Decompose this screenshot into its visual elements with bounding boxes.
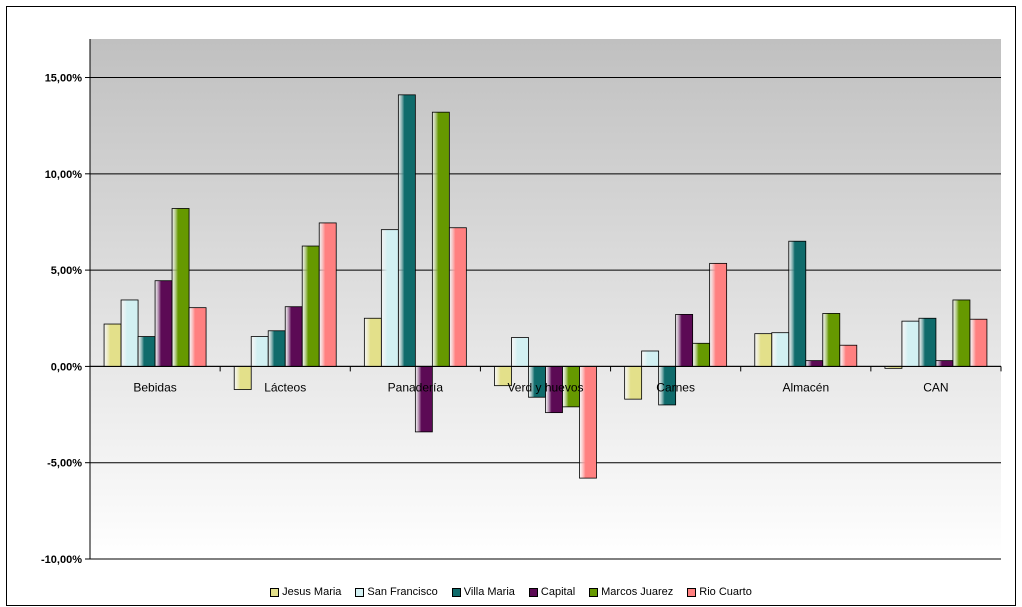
bar [301,245,320,367]
bar [154,280,173,367]
legend-item: Villa Maria [451,586,515,598]
bar [414,366,433,433]
bar [935,360,954,367]
y-tick-label: 5,00% [51,265,82,277]
bar [103,323,122,367]
bar [188,307,207,367]
legend-item: Rio Cuarto [687,586,752,598]
bar [431,111,450,367]
y-tick-label: -10,00% [41,554,82,566]
legend-item: Marcos Juarez [589,586,673,598]
category-label: Almacén [782,380,829,394]
bar [709,262,728,367]
bar [511,337,529,367]
legend-swatch [687,587,697,597]
legend-label: Villa Maria [463,586,515,598]
bar [918,317,937,367]
legend: Jesus Maria San Francisco Villa Maria Capit… [0,583,1022,601]
bar [363,317,382,367]
bar [448,227,467,367]
bar [397,94,416,367]
plot-area [90,39,1001,559]
bar [624,366,643,400]
legend-label: San Francisco [367,586,438,598]
y-tick-label: -5,00% [47,458,82,470]
y-tick-label: 0,00% [51,361,82,373]
legend-label: Jesus Maria [282,586,342,598]
category-label: Verd y huevos [507,380,583,394]
legend-label: Rio Cuarto [699,586,752,598]
bar [805,360,824,367]
legend-label: Capital [540,586,576,598]
bar [137,336,156,367]
legend-item: Jesus Maria [270,586,341,598]
legend-swatch [451,587,461,597]
category-label: Bebidas [133,380,176,394]
bar [675,314,694,367]
bar [233,366,252,390]
legend-swatch [589,587,599,597]
bar [284,306,303,367]
legend-item: Capital [528,586,576,598]
bar [267,330,286,367]
bar [839,344,858,367]
category-label: Lácteos [264,380,306,394]
bar [754,333,773,367]
bar [318,222,337,367]
legend-item: San Francisco [355,586,438,598]
y-tick-label: 15,00% [45,73,83,85]
y-tick-label: 10,00% [45,169,83,181]
bar [641,350,660,367]
bar [171,208,190,367]
category-label: Carnes [656,380,695,394]
bar [250,336,269,367]
bar [969,318,988,367]
bar [901,320,920,367]
bar [788,240,807,367]
bar [380,229,399,367]
bar [771,332,790,367]
category-label: Panadería [388,380,444,394]
legend-label: Marcos Juarez [601,586,674,598]
legend-swatch [270,587,280,597]
bar [120,299,139,367]
category-label: CAN [923,380,948,394]
legend-swatch [355,587,365,597]
bar [822,313,841,367]
legend-swatch [528,587,538,597]
bar [952,299,971,367]
bar [692,342,711,367]
